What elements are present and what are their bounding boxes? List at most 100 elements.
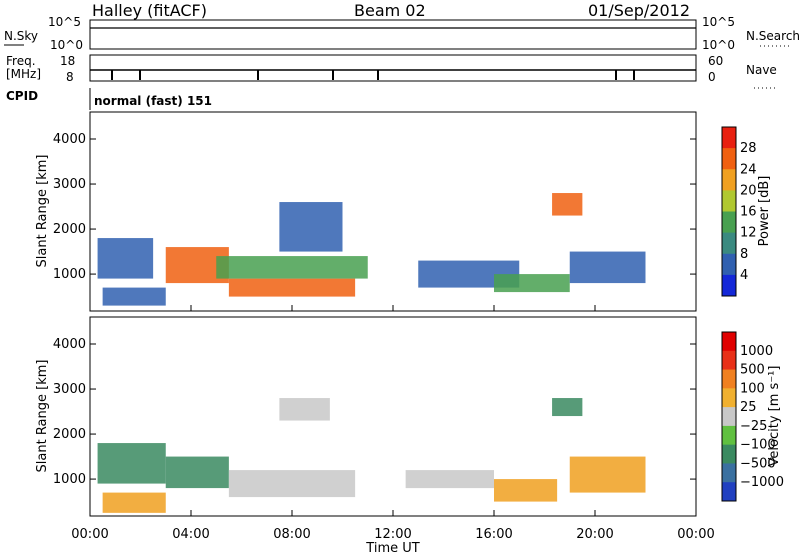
x-tick-label: 20:00 — [576, 527, 613, 542]
power-colorbar-tick: 8 — [740, 247, 748, 262]
power-colorbar-frame — [721, 126, 737, 297]
velocity-y-tick-label: 1000 — [53, 472, 86, 487]
power-colorbar-tick: 4 — [740, 268, 748, 283]
time-x-label: Time UT — [365, 541, 419, 554]
power-y-label: Slant Range [km] — [35, 155, 50, 268]
velocity-colorbar-segment — [722, 482, 736, 502]
velocity-colorbar-tick: 500 — [740, 363, 765, 378]
velocity-colorbar: 1000 500 100 25 −25 −100 −500 −1000 — [721, 331, 784, 502]
velocity-colorbar-tick: −1000 — [740, 475, 784, 490]
velocity-region — [569, 456, 646, 493]
power-panel: 1000 2000 3000 4000 Slant Range [km] 4 8 12 16… — [35, 111, 772, 312]
power-region — [279, 202, 343, 252]
nave-tick-top: 60 — [708, 54, 723, 68]
x-tick-label: 00:00 — [71, 527, 108, 542]
power-region — [216, 256, 368, 279]
power-region — [494, 274, 570, 293]
freq-tick-top: 18 — [60, 54, 75, 68]
velocity-y-tick-label: 2000 — [53, 427, 86, 442]
power-colorbar-segment — [722, 169, 736, 191]
x-tick-label: 16:00 — [475, 527, 512, 542]
x-tick-label: 04:00 — [172, 527, 209, 542]
velocity-region — [552, 398, 583, 417]
nsky-panel — [89, 19, 697, 50]
velocity-colorbar-segment — [722, 463, 736, 483]
freq-tick-bottom: 8 — [66, 70, 74, 84]
power-colorbar-tick: 16 — [740, 205, 757, 220]
power-colorbar-tick: 20 — [740, 183, 757, 198]
velocity-region — [102, 492, 166, 513]
power-colorbar-segment — [722, 190, 736, 212]
nave-trace — [111, 70, 635, 80]
velocity-colorbar-segment — [722, 332, 736, 352]
power-colorbar-segment — [722, 211, 736, 234]
x-tick-label: 00:00 — [677, 527, 714, 542]
velocity-panel: 1000 2000 3000 4000 Slant Range [km] 1000 50… — [35, 316, 784, 517]
velocity-region — [279, 398, 330, 421]
velocity-colorbar-tick: 100 — [740, 381, 765, 396]
power-region — [102, 287, 166, 306]
velocity-colorbar-segment — [722, 350, 736, 371]
freq-label-line1: Freq. — [6, 54, 36, 68]
velocity-colorbar-segment — [722, 407, 736, 427]
velocity-data — [97, 398, 646, 513]
power-colorbar-tick: 28 — [740, 141, 757, 156]
power-region — [552, 193, 583, 216]
power-y-ticks: 1000 2000 3000 4000 — [53, 132, 696, 282]
power-y-tick-label: 4000 — [53, 132, 86, 147]
velocity-region — [228, 470, 356, 498]
time-x-ticks: 00:00 04:00 08:00 12:00 16:00 20:00 00:00 — [71, 305, 715, 542]
power-colorbar-segment — [722, 127, 736, 149]
x-tick-label: 08:00 — [273, 527, 310, 542]
beam-title: Beam 02 — [354, 1, 426, 20]
velocity-colorbar-label: Velocity [m s⁻¹] — [767, 366, 782, 467]
velocity-colorbar-segment — [722, 425, 736, 446]
power-colorbar-tick: 24 — [740, 162, 757, 177]
nave-tick-bottom: 0 — [708, 70, 716, 84]
power-region — [228, 278, 356, 297]
power-region — [569, 251, 646, 284]
velocity-region — [97, 443, 166, 484]
velocity-colorbar-segment — [722, 369, 736, 389]
velocity-colorbar-frame — [721, 331, 737, 502]
date-title: 01/Sep/2012 — [588, 1, 690, 20]
nsky-label: N.Sky — [4, 29, 38, 43]
power-colorbar-segment — [722, 148, 736, 170]
freq-panel — [89, 54, 697, 82]
velocity-region — [405, 470, 494, 489]
power-y-tick-label: 2000 — [53, 222, 86, 237]
power-y-tick-label: 3000 — [53, 177, 86, 192]
nsearch-tick-top: 10^5 — [702, 15, 735, 29]
nsky-tick-bottom: 10^0 — [50, 38, 83, 52]
power-region — [97, 238, 154, 279]
nave-label: Nave — [746, 63, 777, 77]
power-colorbar-segment — [722, 274, 736, 297]
cpid-value: normal (fast) 151 — [94, 94, 212, 108]
velocity-y-tick-label: 4000 — [53, 337, 86, 352]
velocity-colorbar-tick: −25 — [740, 419, 767, 434]
power-colorbar-label: Power [dB] — [757, 176, 772, 247]
nsearch-label: N.Search — [746, 29, 800, 43]
velocity-colorbar-tick: −100 — [740, 438, 776, 453]
station-title: Halley (fitACF) — [92, 1, 207, 20]
velocity-colorbar-segment — [722, 388, 736, 408]
power-colorbar-segment — [722, 253, 736, 276]
power-colorbar: 4 8 12 16 20 24 28 — [721, 126, 757, 297]
x-tick-label: 12:00 — [374, 527, 411, 542]
freq-label-line2: [MHz] — [6, 67, 41, 81]
velocity-colorbar-tick: −500 — [740, 456, 776, 471]
velocity-region — [494, 479, 558, 502]
velocity-y-ticks: 1000 2000 3000 4000 — [53, 337, 696, 487]
velocity-colorbar-tick: 1000 — [740, 344, 773, 359]
velocity-y-tick-label: 3000 — [53, 382, 86, 397]
velocity-y-label: Slant Range [km] — [35, 360, 50, 473]
power-data — [97, 193, 646, 306]
nsearch-tick-bottom: 10^0 — [702, 38, 735, 52]
power-colorbar-segment — [722, 232, 736, 255]
velocity-colorbar-segment — [722, 444, 736, 464]
velocity-region — [165, 456, 229, 489]
cpid-label: CPID — [6, 89, 38, 103]
velocity-colorbar-tick: 25 — [740, 400, 757, 415]
power-y-tick-label: 1000 — [53, 267, 86, 282]
